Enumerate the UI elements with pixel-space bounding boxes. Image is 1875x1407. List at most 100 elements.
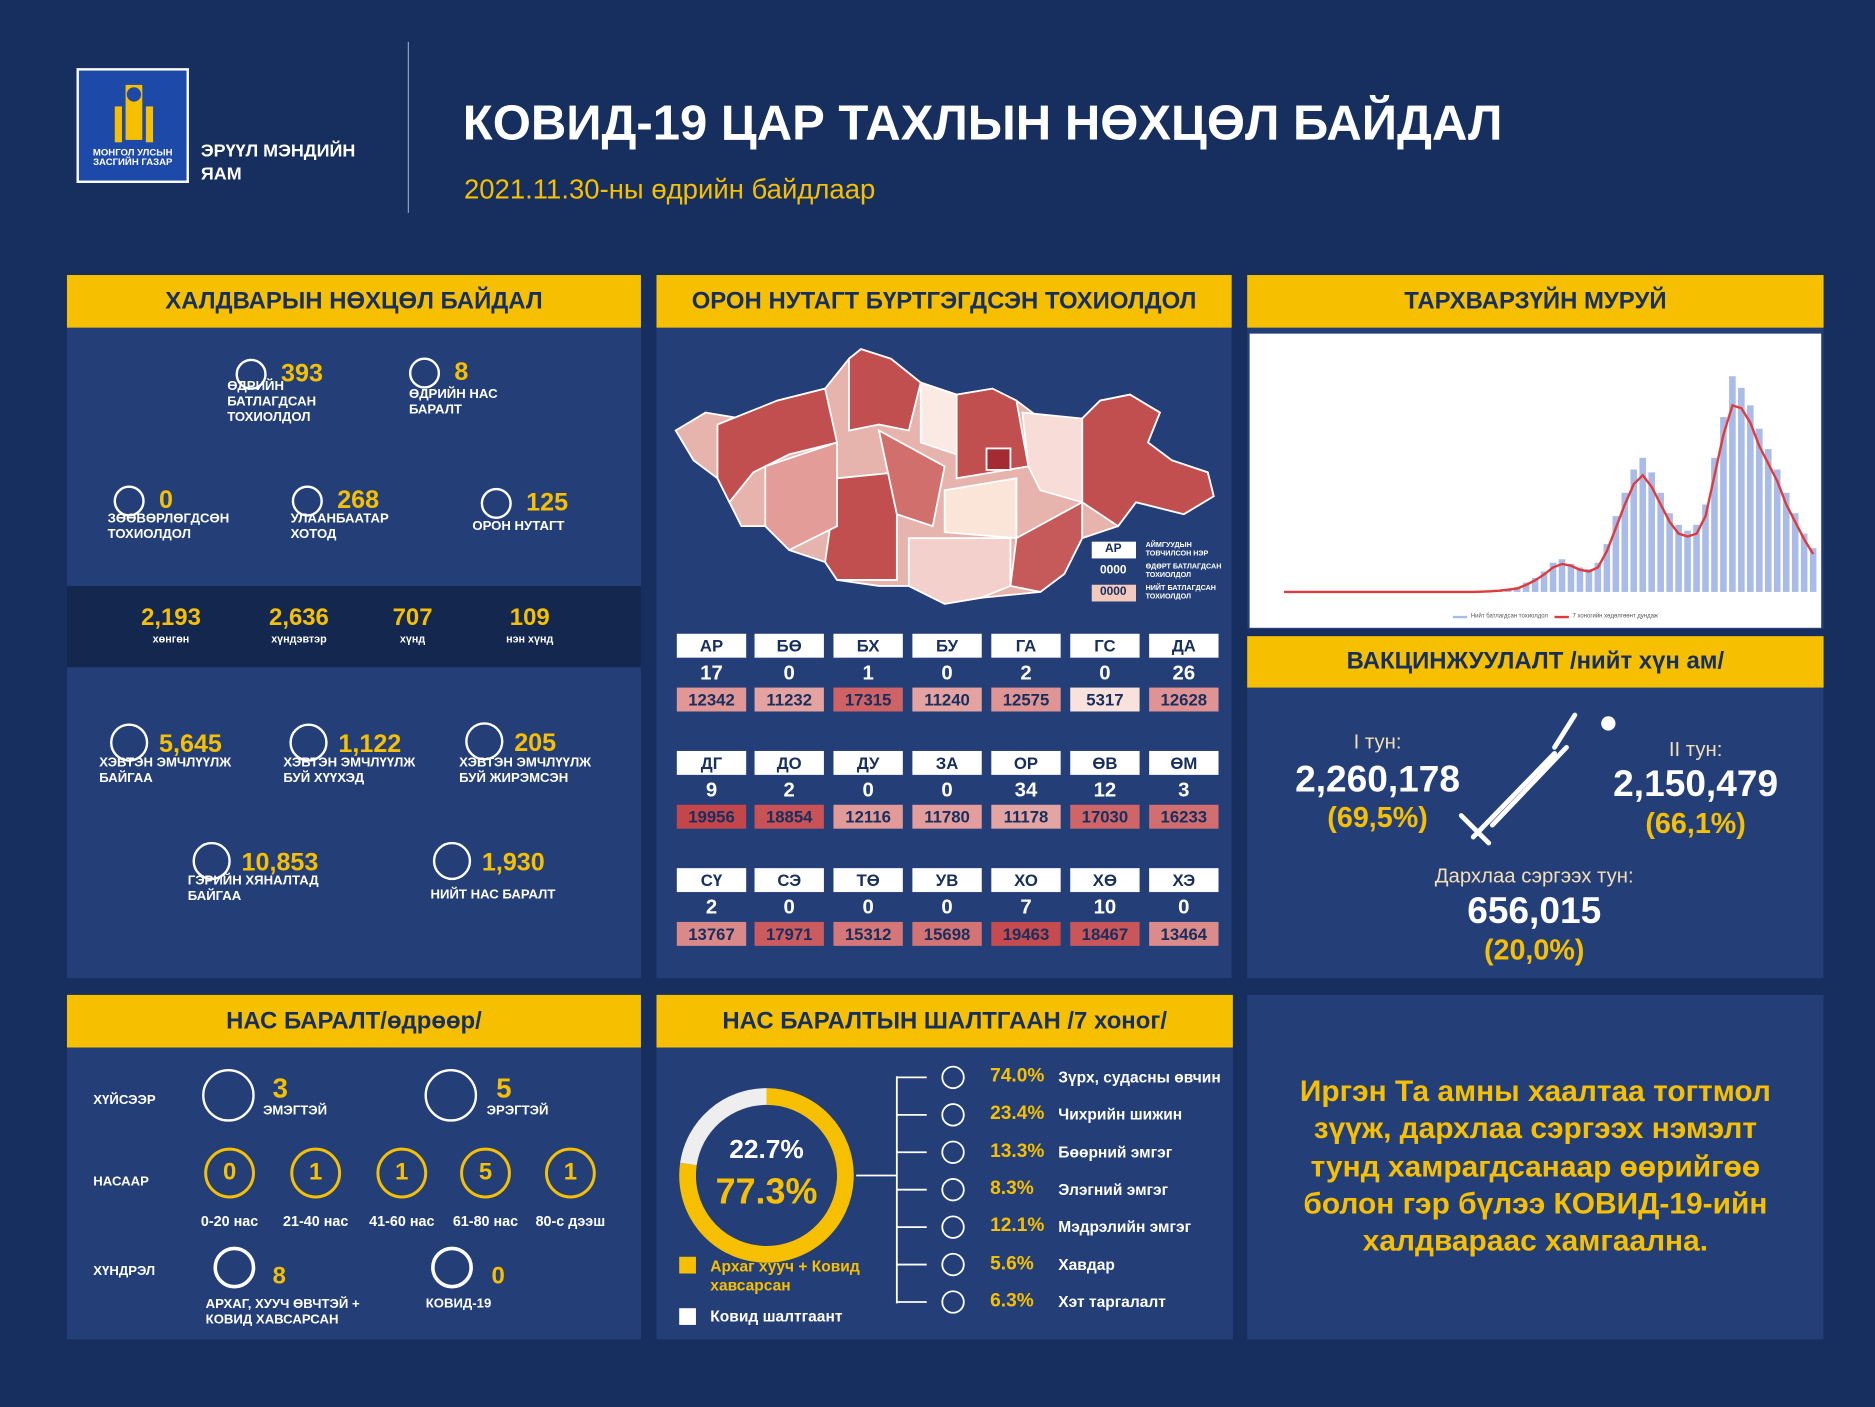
sex-label: ЭРЭГТЭЙ (486, 1103, 549, 1119)
sex-value: 3 (272, 1072, 288, 1104)
panel-header: ХАЛДВАРЫН НӨХЦӨЛ БАЙДАЛ (66, 275, 641, 328)
icon (110, 723, 149, 762)
stat-label: ЗӨӨВӨРЛӨГДСӨН ТОХИОЛДОЛ (107, 511, 230, 542)
vaccination-panel (1247, 636, 1824, 979)
severity-value: 2,636 (269, 604, 329, 631)
message-line: тунд хамрагдсанаар өөрийгөө (1310, 1149, 1761, 1184)
donut-label: 22.7% (729, 1134, 804, 1165)
message-panel (1247, 994, 1824, 1340)
aimag-daily: 10 (1093, 895, 1117, 919)
person-icon (202, 1069, 255, 1122)
icon (465, 722, 504, 761)
dose-value: 2,260,178 (1295, 757, 1461, 800)
dose-value: 656,015 (1467, 889, 1602, 932)
sex-label: ЭМЭГТЭЙ (263, 1103, 328, 1119)
curve-bar (1567, 563, 1575, 592)
dose-share: (69,5%) (1327, 801, 1428, 834)
curve-bar (1594, 562, 1602, 592)
cause-name: Чихрийн шижин (1058, 1105, 1183, 1124)
severity-value: 707 (392, 604, 433, 631)
care-value: 1,122 (338, 730, 402, 759)
aimag-daily: 12 (1093, 778, 1117, 802)
cause-value: 0 (491, 1263, 505, 1290)
aimag-total: 5317 (1070, 687, 1140, 712)
stat-value: 125 (526, 489, 569, 517)
stat-label: ОРОН НУТАГТ (472, 519, 565, 534)
severity-label: хөнгөн (152, 632, 190, 645)
curve-bar (1639, 457, 1647, 592)
message-line: Иргэн Та амны хаалтаа тогтмол (1299, 1074, 1771, 1109)
aimag-code: ӨВ (1070, 750, 1140, 775)
aimag-daily: 0 (1178, 895, 1190, 919)
aimag-total: 13464 (1149, 921, 1219, 946)
curve-bar (1720, 417, 1727, 592)
stat-label: ӨДРИЙН БАТЛАГДСАН ТОХИОЛДОЛ (227, 379, 317, 426)
dose-share: (20,0%) (1483, 934, 1585, 967)
aimag-daily: 0 (862, 778, 874, 802)
aimag-total: 13767 (676, 921, 747, 946)
legend-label: Нийт батлагдсан тохиолдол (1470, 612, 1548, 620)
soyombo (114, 84, 154, 143)
age-value: 0 (222, 1159, 237, 1186)
age-ring (376, 1147, 428, 1199)
aimag-daily: 2 (1020, 661, 1032, 685)
curve-bar (1711, 457, 1718, 592)
severity-value: 109 (509, 604, 550, 631)
organ-icon (941, 1140, 965, 1164)
cause-share: 13.3% (990, 1141, 1045, 1162)
map-legend (1091, 541, 1137, 602)
curve-bar (1540, 571, 1548, 592)
message-line: халдвараас хамгаална. (1362, 1224, 1709, 1259)
dose-share: (66,1%) (1645, 807, 1746, 840)
stat-value: 8 (454, 358, 469, 387)
aimag-daily: 0 (941, 778, 953, 802)
curve-bar (1684, 530, 1691, 592)
curve-bar (1809, 548, 1817, 592)
aimag-total: 17971 (754, 921, 824, 946)
row-label: ХҮНДРЭЛ (93, 1264, 156, 1279)
curve-bar (1585, 569, 1593, 592)
dose-value: 2,150,479 (1613, 762, 1779, 805)
message-line: болон гэр бүлээ КОВИД-19-ийн (1303, 1187, 1768, 1221)
icon (192, 841, 231, 881)
aimag-code: БУ (912, 633, 982, 658)
stat-value: 0 (159, 486, 174, 515)
legend-swatch (679, 1308, 696, 1325)
curve-bar (1522, 582, 1530, 592)
stat-value: 393 (281, 359, 323, 388)
organ-icon (941, 1103, 965, 1127)
age-ring (204, 1147, 256, 1199)
organ-icon (941, 1290, 965, 1314)
legend-label: ӨДӨРТ БАТЛАГДСАН ТОХИОЛДОЛ (1145, 563, 1222, 579)
care-label: ХЭВТЭН ЭМЧЛҮҮЛЖ БАЙГАА (99, 755, 232, 786)
curve-bar (1773, 469, 1781, 592)
curve-bar (1791, 513, 1799, 592)
cause-share: 8.3% (990, 1178, 1034, 1199)
cause-share: 74.0% (990, 1066, 1045, 1087)
cause-label: АРХАГ, ХУУЧ ӨВЧТЭЙ + КОВИД ХАВСАРСАН (205, 1297, 360, 1328)
panel-header: НАС БАРАЛТЫН ШАЛТГААН /7 хоног/ (656, 994, 1233, 1048)
icon (289, 723, 328, 762)
age-ring (290, 1147, 342, 1199)
divider (407, 41, 409, 213)
donut-slice (679, 1088, 854, 1263)
aimag-code: СЭ (754, 868, 824, 893)
cause-label: КОВИД-19 (425, 1296, 492, 1312)
dose-label: II тун: (1668, 737, 1723, 761)
aimag-total: 16233 (1149, 804, 1219, 829)
aimag-total: 11780 (912, 804, 982, 829)
legend-label: 7 хоногийн хөдөлгөөнт дундаж (1572, 612, 1658, 620)
age-value: 1 (395, 1159, 409, 1186)
severity-label: хүнд (399, 632, 426, 645)
aimag-total: 12342 (676, 687, 747, 712)
row-label: НАСААР (93, 1174, 149, 1189)
aimag-total: 12116 (833, 804, 903, 829)
curve-bar (1576, 567, 1584, 592)
icon (113, 485, 145, 517)
panel-header: ТАРХВАРЗҮЙН МУРУЙ (1247, 275, 1824, 328)
icon (432, 841, 472, 881)
cause-share: 6.3% (990, 1290, 1034, 1312)
date: 2021.11.30-ны өдрийн байдлаар (463, 173, 876, 205)
